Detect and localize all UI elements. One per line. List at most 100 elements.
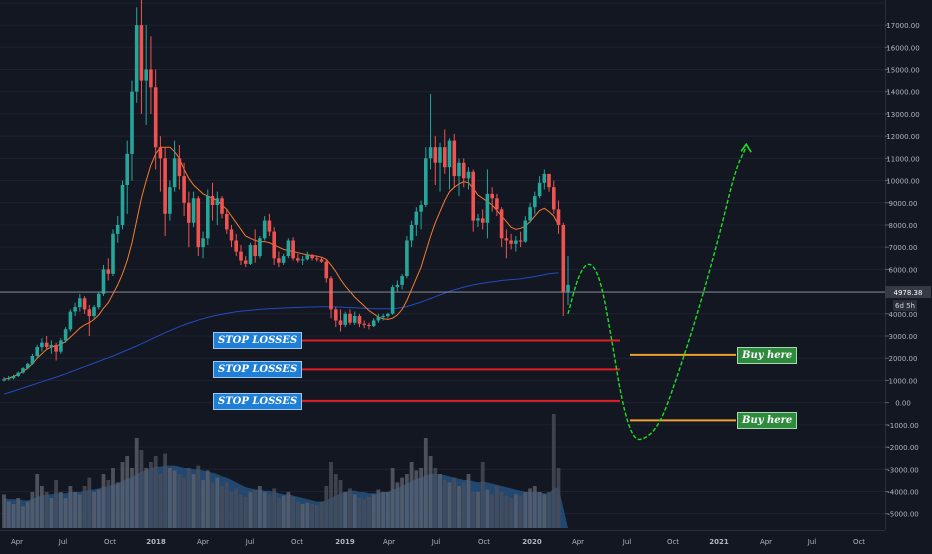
candle-body	[92, 307, 96, 316]
volume-bar	[25, 501, 30, 528]
candle-body	[16, 372, 20, 376]
volume-bar	[343, 492, 348, 528]
y-tick-label: 10000.00	[886, 178, 919, 186]
candle-body	[262, 220, 267, 239]
volume-bar	[395, 482, 400, 528]
y-tick-label: 7000.00	[889, 244, 918, 252]
candle-body	[537, 182, 542, 197]
candle-body	[40, 342, 44, 348]
candle-body	[168, 187, 172, 214]
candle-body	[73, 307, 77, 312]
volume-bar	[168, 468, 172, 528]
candle-body	[144, 69, 148, 81]
y-tick-label: 11000.00	[886, 155, 919, 163]
y-tick-label: 4000.00	[889, 311, 918, 319]
candle-body	[300, 259, 305, 261]
volume-bar	[44, 492, 49, 528]
volume-bar	[281, 495, 286, 528]
volume-bar	[447, 482, 452, 528]
volume-bar	[87, 477, 92, 528]
candle-body	[552, 187, 556, 210]
x-tick-label: Apr	[383, 538, 395, 546]
candle-body	[495, 198, 499, 210]
x-axis[interactable]: Apr Jul Oct 2018 Apr Jul Oct 2019 Apr Jul Oct 2020 A…	[0, 530, 885, 547]
volume-bar	[291, 496, 295, 528]
volume-bar	[130, 468, 134, 528]
volume-bar	[442, 480, 447, 528]
candle-body	[471, 171, 475, 221]
projection-curve	[567, 146, 747, 441]
ma-long-line	[3, 272, 559, 395]
x-tick-label: 2018	[146, 538, 166, 546]
y-tick-label: 2000.00	[889, 355, 918, 363]
x-tick-label: Jul	[431, 538, 441, 546]
volume-bar	[210, 482, 215, 528]
candles[interactable]	[2, 0, 570, 382]
candle-body	[424, 158, 428, 205]
volume-bar	[419, 468, 423, 528]
y-axis[interactable]: 17000.00 16000.00 15000.00 14000.00 13000.00…	[885, 0, 920, 530]
candle-body	[485, 193, 490, 223]
candle-body	[386, 313, 390, 316]
y-tick-label: -3000.00	[887, 466, 918, 474]
volume-bar	[556, 468, 561, 528]
candle-body	[334, 309, 338, 321]
volume-bar	[59, 492, 63, 528]
candle-body	[187, 202, 191, 223]
candle-body	[514, 240, 518, 244]
volume-bar	[386, 492, 390, 528]
volume-bar	[367, 496, 371, 528]
candle-body	[78, 298, 82, 308]
candle-body	[329, 278, 333, 310]
projection-arrow-icon	[740, 142, 752, 153]
candle-body	[191, 198, 196, 223]
candle-body	[82, 298, 87, 310]
candle-body	[405, 240, 409, 276]
volume-bar	[400, 477, 404, 528]
candle-body	[480, 218, 485, 223]
y-tick-label: -5000.00	[887, 511, 918, 519]
volume-bar	[362, 499, 367, 528]
x-tick-label: Apr	[572, 538, 584, 546]
candle-body	[258, 238, 262, 257]
volume-bar	[324, 486, 329, 528]
candle-body	[49, 344, 54, 348]
candle-body	[210, 196, 215, 205]
candle-body	[229, 229, 234, 241]
candle-body	[504, 238, 509, 241]
candle-body	[561, 225, 566, 292]
candle-body	[248, 245, 253, 264]
volume-bar	[125, 456, 130, 528]
volume-bar	[177, 474, 182, 528]
candle-body	[25, 363, 30, 369]
candle-body	[461, 162, 466, 179]
volume-bar	[405, 474, 409, 528]
volume-bar	[537, 492, 542, 528]
candle-body	[343, 313, 347, 325]
volume-bar	[77, 494, 82, 528]
volume-bar	[54, 480, 58, 528]
candle-body	[381, 316, 385, 318]
volume-bar	[423, 438, 428, 528]
volume-bar	[528, 488, 532, 528]
candle-body	[390, 287, 395, 314]
candle-body	[201, 238, 205, 248]
volume-bar	[277, 498, 281, 528]
volume-bar	[490, 494, 495, 528]
volume-bar	[476, 492, 480, 528]
volume-bar	[428, 456, 433, 528]
candle-body	[59, 340, 63, 352]
candle-body	[277, 258, 281, 263]
candle-body	[296, 258, 300, 261]
volume-bar	[300, 504, 305, 528]
volume-bar	[196, 465, 201, 528]
volume-bar	[149, 462, 153, 528]
volume-bar	[172, 470, 177, 528]
candle-body	[409, 225, 414, 241]
volume-bar	[514, 494, 518, 528]
volume-bar	[243, 496, 248, 528]
candle-body	[466, 171, 471, 179]
candle-body	[87, 309, 92, 317]
